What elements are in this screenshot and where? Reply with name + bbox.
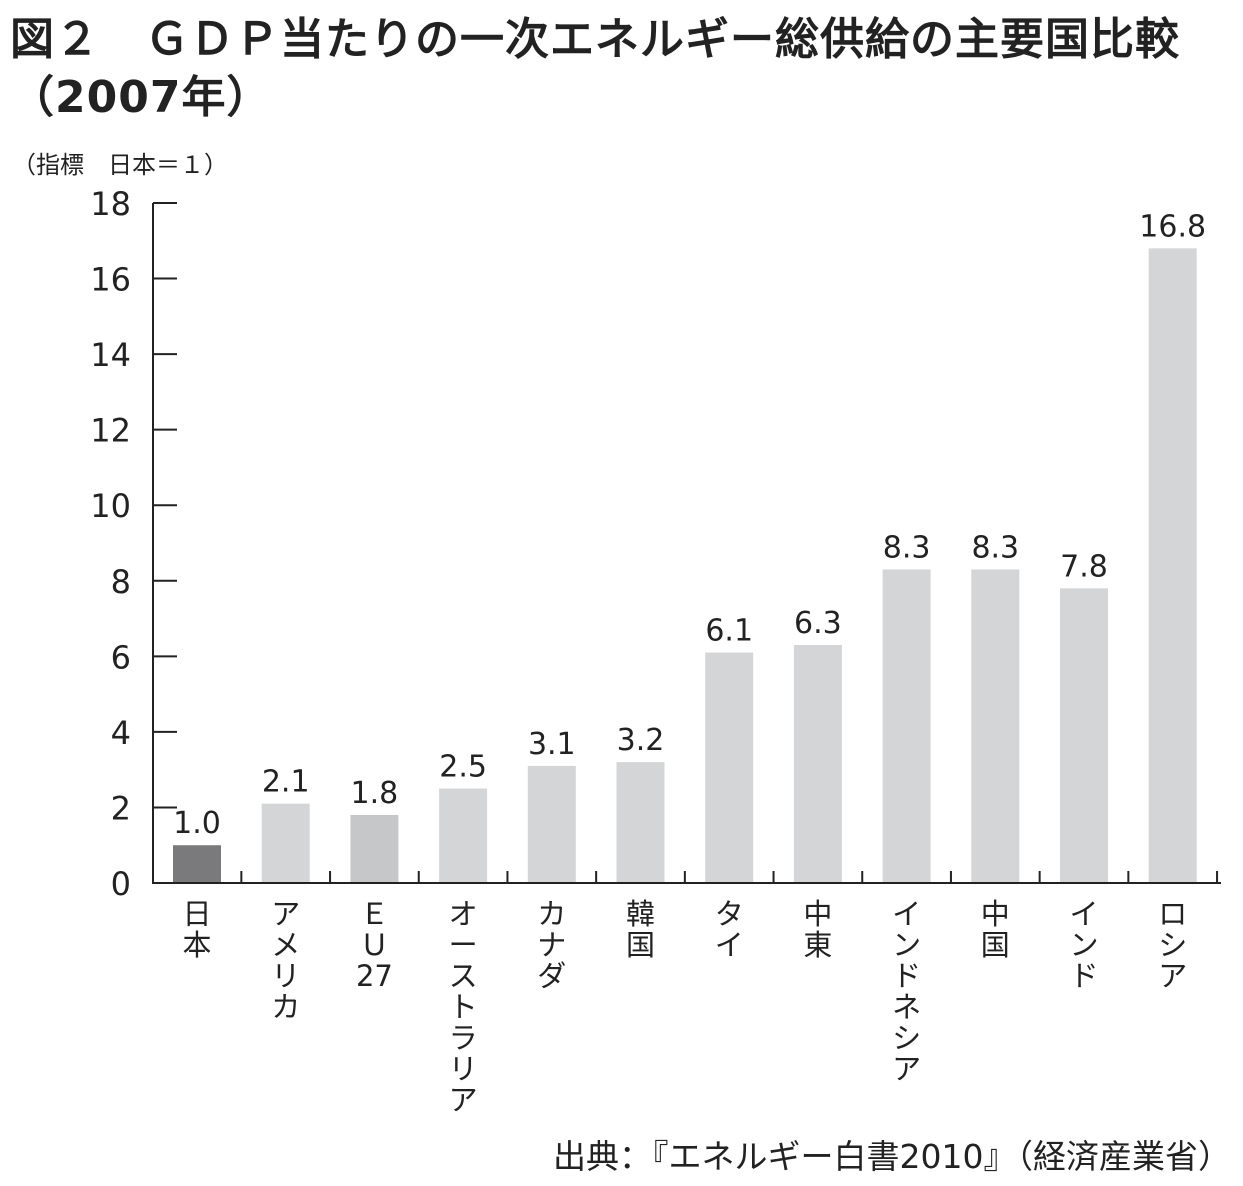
category-label: カナダ (537, 897, 566, 993)
bar-ロシア (1148, 248, 1197, 884)
bar-アメリカ (261, 803, 310, 883)
y-tick-label: 14 (90, 336, 131, 374)
value-label: 8.3 (883, 530, 931, 565)
value-label: 6.3 (794, 606, 842, 641)
value-label: 16.8 (1139, 209, 1206, 244)
value-label: 8.3 (971, 530, 1019, 565)
category-label: 日本 (182, 897, 211, 962)
value-label: 6.1 (705, 614, 753, 649)
value-label: 1.0 (173, 806, 221, 841)
y-tick-label: 6 (111, 638, 131, 676)
y-tick-label: 2 (111, 789, 131, 827)
category-label: インドネシア (892, 897, 921, 1086)
category-label: 韓国 (626, 897, 655, 962)
value-label: 3.2 (617, 723, 665, 758)
value-label: 3.1 (528, 727, 576, 762)
category-label: インド (1069, 897, 1098, 993)
y-tick-label: 16 (90, 261, 131, 299)
category-label: ＥＵ 27 (356, 897, 393, 993)
bar-日本 (173, 845, 221, 883)
value-label: 2.5 (439, 750, 487, 785)
y-axis-unit-label: （指標 日本＝１） (12, 151, 228, 179)
value-label: 2.1 (262, 765, 310, 800)
y-tick-label: 8 (111, 563, 131, 601)
bar-オーストラリア (439, 788, 488, 883)
category-label: ロシア (1158, 897, 1187, 993)
value-label: 1.8 (351, 776, 399, 811)
bar-インド (1060, 588, 1108, 883)
labels-group: 0 2 4 6 8 10 12 14 16 18 1.0 日本 2.1 アメリカ 1.8 ＥＵ 27 2.5 オース… (90, 185, 1206, 1117)
category-label: アメリカ (271, 897, 300, 1024)
source-note: 出典：『エネルギー白書2010』（経済産業省） (553, 1137, 1231, 1176)
bar-韓国 (616, 762, 665, 883)
y-tick-label: 0 (111, 865, 131, 903)
category-label: オーストラリア (449, 897, 478, 1117)
bar-インドネシア (882, 569, 931, 883)
bar-ＥＵ27 (350, 815, 399, 883)
bar-カナダ (527, 765, 576, 883)
bar-中国 (971, 569, 1020, 883)
bar-中東 (793, 645, 842, 883)
category-label: 中東 (803, 897, 832, 962)
category-label: タイ (715, 897, 744, 962)
value-label: 7.8 (1060, 549, 1108, 584)
bars-group (173, 248, 1197, 884)
axes-group (152, 202, 1221, 884)
y-tick-label: 4 (111, 714, 131, 752)
y-tick-label: 18 (90, 185, 131, 223)
chart-title-line1: 図２ ＧＤＰ当たりの一次エネルギー総供給の主要国比較 (10, 14, 1180, 65)
y-tick-label: 10 (90, 487, 131, 525)
bar-タイ (705, 652, 754, 883)
chart-title-line2: （2007年） (10, 72, 272, 123)
y-tick-label: 12 (90, 412, 131, 450)
category-label: 中国 (981, 897, 1010, 962)
